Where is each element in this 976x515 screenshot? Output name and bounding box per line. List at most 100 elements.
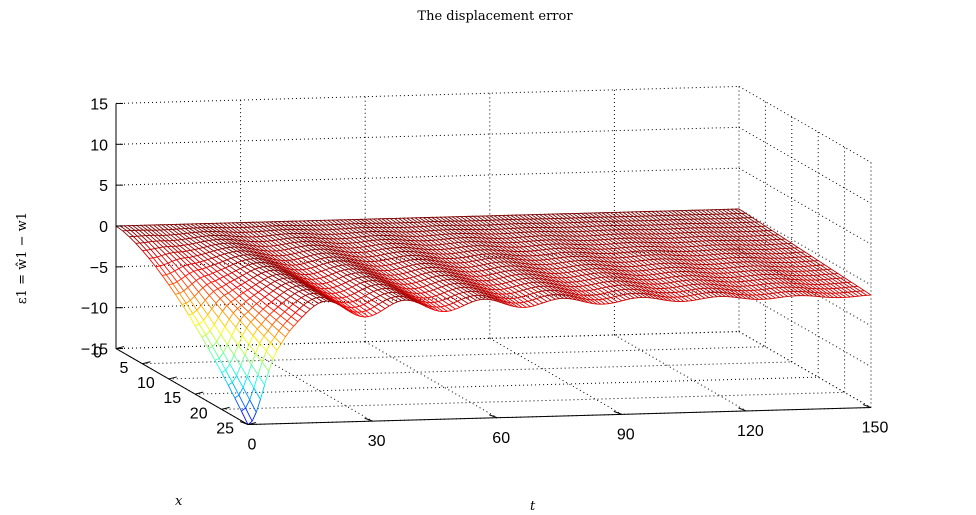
mesh-line — [225, 284, 233, 291]
mesh-line — [255, 343, 261, 354]
mesh-line — [509, 281, 517, 287]
mesh-line — [365, 276, 374, 281]
mesh-line — [230, 301, 238, 309]
mesh-line — [188, 257, 196, 264]
mesh-line — [261, 221, 269, 227]
mesh-line — [209, 295, 217, 304]
mesh-line — [257, 272, 262, 276]
mesh-line — [414, 217, 422, 223]
mesh-line — [225, 247, 234, 253]
mesh-line — [513, 297, 518, 299]
mesh-line — [194, 223, 202, 229]
mesh-line — [160, 240, 168, 247]
mesh-line — [474, 285, 482, 291]
mesh-line — [288, 259, 297, 266]
mesh-line — [410, 295, 418, 301]
mesh-line — [261, 361, 270, 372]
mesh-line — [477, 215, 485, 221]
mesh-line — [284, 307, 290, 313]
mesh-line — [305, 225, 313, 231]
mesh-line — [402, 247, 410, 252]
mesh-line — [282, 270, 290, 276]
mesh-line — [374, 306, 382, 312]
mesh-line — [213, 291, 221, 299]
mesh-line — [179, 293, 187, 304]
mesh-line — [385, 282, 393, 288]
mesh-line — [376, 231, 384, 236]
mesh-line — [252, 303, 257, 308]
mesh-line — [291, 264, 299, 271]
mesh-line — [209, 330, 218, 342]
mesh-line — [256, 303, 264, 310]
mesh-line — [448, 304, 456, 310]
mesh-line — [161, 253, 166, 257]
mesh-line — [246, 247, 254, 253]
mesh-line — [515, 274, 523, 280]
mesh-line — [301, 297, 309, 303]
mesh-line — [453, 275, 461, 281]
mesh-line — [411, 255, 419, 260]
mesh-line — [369, 306, 375, 310]
mesh-line — [504, 270, 510, 272]
mesh-line — [260, 296, 266, 301]
mesh-line — [290, 253, 296, 255]
mesh-line — [498, 278, 506, 284]
mesh-line — [248, 263, 253, 266]
mesh-line — [258, 308, 264, 314]
mesh-line — [192, 256, 200, 263]
mesh-line — [402, 239, 410, 245]
mesh-line — [313, 272, 318, 275]
mesh-line — [396, 292, 404, 297]
mesh-line — [415, 247, 423, 253]
mesh-line — [610, 285, 615, 287]
mesh-line — [771, 297, 776, 300]
mesh-line — [364, 281, 372, 287]
mesh-line — [192, 309, 198, 314]
mesh-line — [562, 261, 567, 264]
mesh-line — [485, 268, 491, 271]
mesh-line — [414, 240, 422, 246]
mesh-line — [231, 242, 239, 248]
mesh-line — [159, 229, 167, 236]
mesh-line — [347, 273, 352, 276]
chart-title: The displacement error — [417, 9, 573, 24]
mesh-line — [431, 240, 439, 246]
mesh-line — [407, 255, 415, 261]
mesh-line — [470, 265, 476, 268]
mesh-line — [434, 282, 442, 288]
mesh-line — [295, 308, 300, 313]
mesh-line — [273, 221, 281, 227]
mesh-line — [353, 277, 359, 280]
mesh-line — [370, 285, 378, 291]
mesh-line — [418, 297, 427, 303]
mesh-line — [233, 262, 238, 265]
mesh-line — [392, 291, 400, 297]
mesh-line — [329, 267, 337, 273]
mesh-line — [356, 242, 364, 248]
mesh-line — [272, 234, 280, 240]
mesh-line — [250, 321, 258, 330]
mesh-line — [340, 270, 348, 276]
mesh-line — [364, 241, 372, 247]
mesh-line — [312, 273, 321, 279]
mesh-line — [180, 258, 188, 266]
mesh-line — [476, 237, 484, 243]
mesh-line — [232, 231, 240, 237]
mesh-line — [279, 291, 285, 296]
mesh-line — [290, 254, 298, 260]
mesh-line — [529, 294, 537, 300]
mesh-line — [382, 227, 390, 233]
mesh-line — [246, 376, 255, 389]
mesh-line — [222, 261, 230, 267]
mesh-line — [190, 250, 198, 256]
mesh-line — [494, 278, 500, 280]
mesh-line — [523, 246, 531, 252]
mesh-line — [222, 310, 230, 320]
mesh-line — [539, 268, 547, 274]
mesh-line — [444, 268, 452, 273]
mesh-line — [225, 370, 233, 383]
mesh-line — [288, 307, 296, 313]
mesh-line — [338, 246, 346, 253]
mesh-line — [237, 308, 245, 316]
mesh-line — [547, 259, 555, 265]
